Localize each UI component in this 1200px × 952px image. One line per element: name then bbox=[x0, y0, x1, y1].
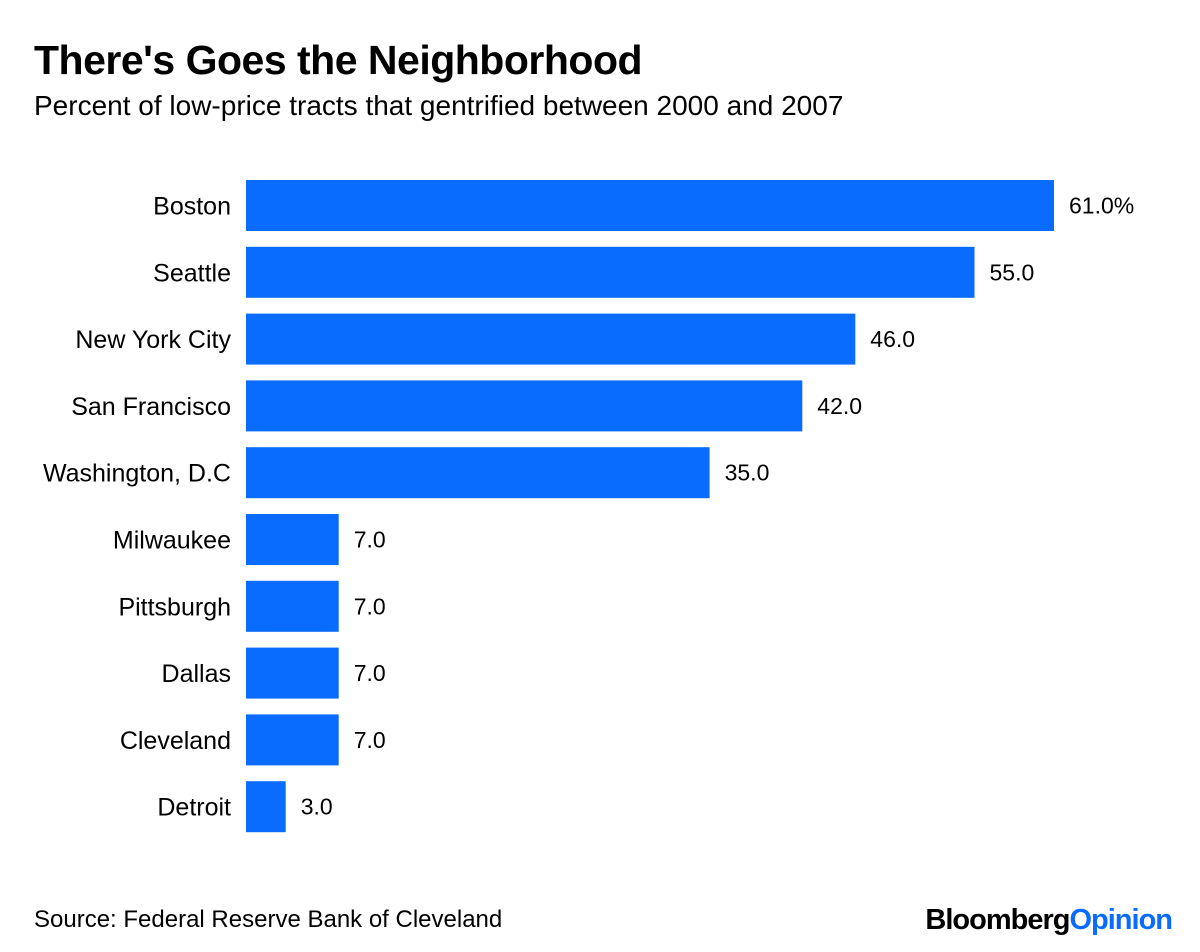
bar-detroit bbox=[246, 781, 286, 833]
bar-boston bbox=[246, 180, 1054, 231]
category-label-cleveland: Cleveland bbox=[120, 727, 231, 755]
category-label-pittsburgh: Pittsburgh bbox=[118, 593, 231, 621]
value-label-detroit: 3.0 bbox=[301, 794, 333, 820]
bar-pittsburgh bbox=[246, 580, 339, 632]
value-label-san-francisco: 42.0 bbox=[817, 393, 862, 419]
bar-dallas bbox=[246, 647, 339, 699]
value-label-cleveland: 7.0 bbox=[354, 727, 386, 753]
category-label-detroit: Detroit bbox=[157, 794, 231, 822]
bar-new-york-city bbox=[246, 313, 856, 365]
value-label-boston: 61.0% bbox=[1069, 193, 1134, 219]
value-label-washington-d-c: 35.0 bbox=[725, 460, 770, 486]
bar-cleveland bbox=[246, 714, 339, 766]
category-label-new-york-city: New York City bbox=[75, 326, 231, 354]
category-label-boston: Boston bbox=[153, 193, 231, 221]
category-label-washington-d-c: Washington, D.C bbox=[43, 460, 231, 488]
value-label-dallas: 7.0 bbox=[354, 660, 386, 686]
category-label-san-francisco: San Francisco bbox=[71, 393, 231, 421]
bloomberg-opinion-logo: BloombergOpinion bbox=[925, 902, 1173, 938]
category-label-dallas: Dallas bbox=[162, 660, 231, 688]
brand-wordmark-opinion: Opinion bbox=[1069, 904, 1173, 936]
category-label-milwaukee: Milwaukee bbox=[113, 527, 231, 555]
value-label-milwaukee: 7.0 bbox=[354, 527, 386, 553]
bar-washington-d-c bbox=[246, 447, 710, 499]
bar-milwaukee bbox=[246, 514, 339, 565]
bar-san-francisco bbox=[246, 380, 803, 432]
value-label-seattle: 55.0 bbox=[990, 259, 1035, 285]
category-label-seattle: Seattle bbox=[153, 259, 231, 287]
brand-wordmark-bloomberg: Bloomberg bbox=[925, 904, 1070, 936]
source-note: Source: Federal Reserve Bank of Clevelan… bbox=[34, 906, 503, 933]
value-label-new-york-city: 46.0 bbox=[870, 326, 915, 352]
bar-seattle bbox=[246, 246, 975, 298]
chart-title: There's Goes the Neighborhood bbox=[34, 37, 643, 83]
value-label-pittsburgh: 7.0 bbox=[354, 593, 386, 619]
chart-subtitle: Percent of low-price tracts that gentrif… bbox=[34, 90, 844, 121]
